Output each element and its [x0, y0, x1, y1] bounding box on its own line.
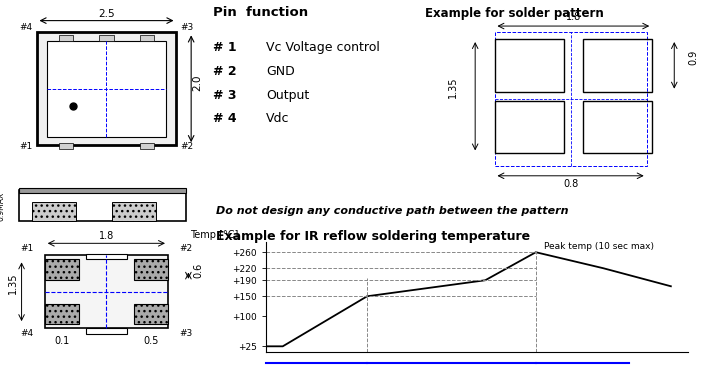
Text: 1.8: 1.8	[99, 231, 114, 241]
Text: #4: #4	[20, 23, 33, 32]
Bar	[47, 41, 166, 137]
Bar	[45, 255, 168, 328]
Bar	[583, 39, 652, 92]
Text: Example for solder pattern: Example for solder pattern	[425, 7, 604, 20]
Text: #2: #2	[180, 142, 194, 151]
Bar	[45, 259, 79, 280]
Text: Output: Output	[267, 88, 310, 102]
Text: #3: #3	[179, 329, 192, 338]
Bar	[59, 143, 73, 149]
Text: Vc Voltage control: Vc Voltage control	[267, 41, 380, 54]
Text: Temp [°C]: Temp [°C]	[190, 230, 238, 240]
Bar	[32, 202, 77, 221]
Text: 0.9: 0.9	[688, 50, 698, 65]
Bar	[99, 35, 114, 41]
Bar	[59, 35, 73, 41]
Text: Vdc: Vdc	[267, 112, 290, 125]
Text: Do not design any conductive path between the pattern: Do not design any conductive path betwee…	[216, 206, 569, 216]
Text: 0.5: 0.5	[143, 336, 159, 346]
Text: 1.35: 1.35	[448, 77, 458, 98]
Text: # 3: # 3	[213, 88, 236, 102]
Bar	[494, 32, 647, 167]
Bar	[45, 304, 79, 324]
Bar	[134, 304, 168, 324]
Bar	[494, 101, 564, 153]
Text: #1: #1	[21, 244, 34, 253]
Text: #4: #4	[21, 329, 34, 338]
Bar	[19, 189, 186, 193]
Text: 2.0: 2.0	[192, 74, 202, 91]
Bar	[134, 259, 168, 280]
Bar	[37, 32, 177, 145]
Bar	[583, 101, 652, 153]
Bar	[140, 35, 155, 41]
Text: #2: #2	[179, 244, 192, 253]
Text: Example for IR reflow soldering temperature: Example for IR reflow soldering temperat…	[216, 230, 530, 243]
Bar	[494, 39, 564, 92]
Bar	[19, 190, 186, 221]
Text: #1: #1	[20, 142, 33, 151]
Text: # 2: # 2	[213, 65, 236, 78]
Text: # 4: # 4	[213, 112, 236, 125]
Text: #3: #3	[180, 23, 194, 32]
Bar	[86, 254, 127, 259]
Bar	[86, 328, 127, 334]
Bar	[112, 202, 156, 221]
Text: Peak temp (10 sec max): Peak temp (10 sec max)	[545, 242, 654, 251]
Text: 0.1: 0.1	[55, 336, 69, 346]
Text: GND: GND	[267, 65, 295, 78]
Text: Pin  function: Pin function	[213, 6, 308, 19]
Text: 1.35: 1.35	[9, 272, 18, 294]
Bar	[140, 143, 155, 149]
Text: 0.6: 0.6	[193, 262, 203, 277]
Text: # 1: # 1	[213, 41, 236, 54]
Text: 2.5: 2.5	[98, 9, 115, 19]
Text: 1.8: 1.8	[566, 12, 581, 22]
Text: 0.8: 0.8	[563, 179, 579, 189]
Text: 0.9MAX: 0.9MAX	[0, 192, 5, 221]
